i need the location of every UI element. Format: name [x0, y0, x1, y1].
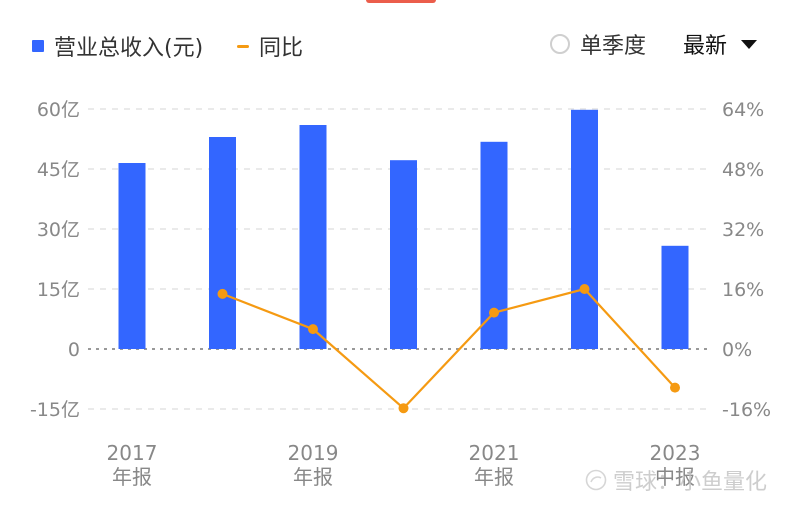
right-axis-tick-label: 0%	[722, 339, 752, 361]
revenue-bar	[480, 141, 508, 349]
yoy-point	[217, 288, 228, 299]
watermark-text: 雪球：小鱼量化	[613, 470, 768, 495]
caret-down-icon	[741, 39, 758, 49]
left-axis-tick-label: 0	[68, 339, 80, 361]
left-axis-tick-label: -15亿	[30, 399, 80, 421]
x-tick-year-label: 2019	[288, 441, 339, 465]
watermark: 雪球：小鱼量化	[585, 464, 767, 496]
yoy-line	[222, 287, 676, 410]
revenue-bar	[661, 245, 689, 349]
revenue-bar	[571, 109, 598, 349]
x-tick-year-label: 2021	[469, 441, 520, 465]
legend-yoy-label: 同比	[259, 36, 304, 61]
yoy-point	[670, 382, 680, 393]
right-axis-tick-label: 16%	[722, 279, 764, 301]
right-axis-tick-label: -16%	[722, 399, 771, 421]
right-axis-tick-label: 48%	[722, 159, 764, 181]
x-tick-year-label: 2023	[650, 441, 701, 465]
radio-circle-icon[interactable]	[550, 34, 570, 54]
x-tick-period-label: 年报	[293, 465, 333, 489]
single-quarter-label: 单季度	[580, 34, 647, 59]
latest-label: 最新	[683, 34, 728, 59]
x-tick-period-label: 年报	[112, 465, 152, 489]
legend-line-swatch	[237, 44, 249, 48]
x-tick-period-label: 年报	[474, 465, 514, 489]
left-axis-tick-label: 30亿	[37, 219, 80, 241]
legend-yoy[interactable]: 同比	[237, 30, 303, 62]
snowball-logo-icon	[585, 469, 607, 491]
left-axis-tick-label: 60亿	[37, 99, 80, 121]
x-tick-period-label: 中报	[655, 465, 695, 489]
right-axis-tick-label: 64%	[722, 99, 764, 121]
x-tick-year-label: 2017	[107, 441, 158, 465]
legend-revenue-label: 营业总收入(元)	[54, 36, 204, 61]
left-axis-tick-label: 15亿	[37, 279, 80, 301]
yoy-point	[398, 403, 409, 414]
single-quarter-toggle[interactable]: 单季度	[550, 28, 646, 60]
top-accent-mark	[366, 0, 436, 3]
revenue-bar	[118, 163, 146, 349]
legend-revenue[interactable]: 营业总收入(元)	[32, 30, 203, 62]
left-axis-tick-label: 45亿	[37, 159, 80, 181]
legend-bar-swatch	[32, 40, 44, 52]
right-axis-tick-label: 32%	[722, 219, 764, 241]
revenue-bar	[209, 137, 236, 349]
yoy-point	[308, 324, 318, 335]
revenue-bar	[299, 125, 327, 349]
yoy-point	[489, 307, 499, 318]
latest-dropdown[interactable]: 最新	[683, 28, 758, 60]
revenue-bar	[390, 160, 417, 349]
chart-header: 营业总收入(元) 同比 单季度 最新	[0, 24, 800, 64]
yoy-point	[579, 284, 590, 294]
